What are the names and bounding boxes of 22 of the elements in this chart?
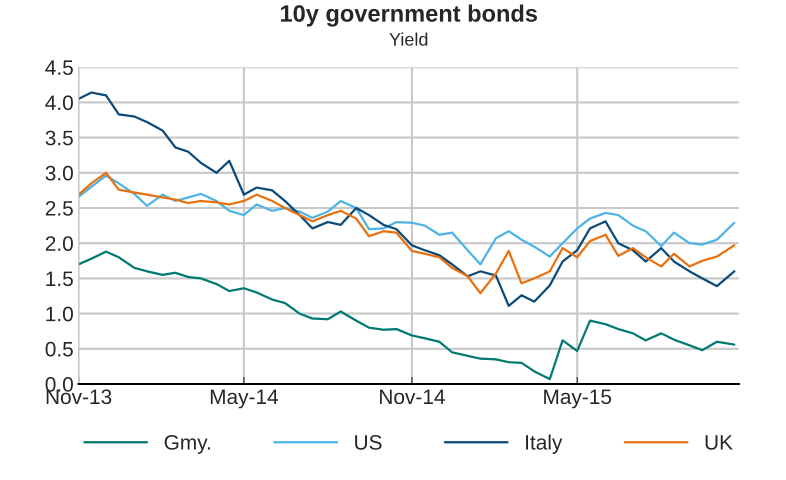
y-tick-label: 1.0: [46, 306, 73, 322]
legend-label: UK: [706, 435, 733, 450]
y-tick-label: 4.5: [45, 60, 73, 75]
y-tick-label: 1.5: [46, 272, 73, 286]
line-series: [78, 250, 736, 380]
x-tick-label: May-14: [210, 390, 278, 408]
y-tick-label: 2.0: [46, 236, 73, 251]
line-series: [78, 91, 736, 307]
line-series: [78, 174, 736, 266]
legend-label: US: [355, 434, 382, 450]
x-tick-label: Nov-14: [380, 390, 445, 404]
y-tick-label: 0.5: [46, 342, 73, 357]
y-tick-label: 3.0: [46, 166, 73, 181]
x-tick-label: May-15: [544, 390, 612, 408]
line-series: [78, 172, 736, 294]
y-tick-label: 4.0: [45, 95, 73, 110]
chart-title: 10y government bonds: [280, 4, 537, 27]
legend-label: Italy: [526, 434, 562, 454]
chart-subtitle: Yield: [389, 32, 428, 46]
y-tick-label: 2.5: [46, 201, 73, 216]
y-tick-label: 3.5: [46, 130, 73, 146]
legend-label: Gmy.: [164, 434, 210, 454]
